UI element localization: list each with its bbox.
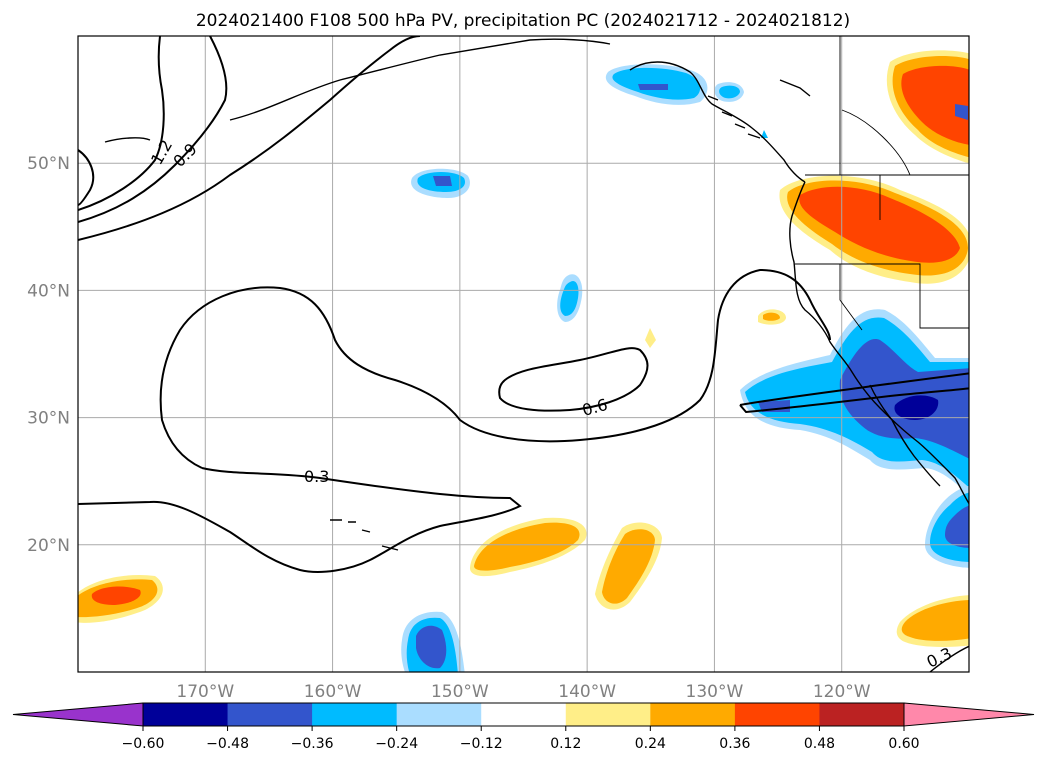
colorbar-tick-label: 0.24 [635, 736, 666, 752]
precip-region-small [763, 312, 780, 321]
precip-region-south [416, 625, 447, 669]
pv-contour-jet [739, 387, 969, 414]
lat-tick-label: 50°N [27, 154, 70, 174]
precip-region-west [91, 586, 141, 605]
pv-contours [78, 36, 969, 672]
pv-contour-jet [739, 372, 969, 406]
pv-contour-1.2 [78, 36, 228, 223]
colorbar-frame [142, 702, 905, 727]
colorbar-tick-label: 0.60 [888, 736, 919, 752]
lat-tick-label: 20°N [27, 536, 70, 556]
precip-region-california [894, 395, 939, 420]
colorbar-tick-label: 0.48 [804, 736, 835, 752]
colorbar-segment [143, 703, 229, 726]
precip-region-central-pacific [433, 176, 452, 186]
precip-region-bc [901, 65, 969, 145]
precip-region-alaska [761, 130, 768, 138]
precip-region-bc [955, 104, 968, 120]
precip-region-alaska [719, 85, 740, 99]
colorbar-segment [734, 703, 820, 726]
colorbar-tick-label: 0.36 [719, 736, 750, 752]
precip-region-se [901, 600, 969, 641]
colorbar-segment [565, 703, 651, 726]
lon-tick-label: 140°W [558, 682, 616, 702]
colorbar-extend-low [12, 702, 144, 727]
pv-contour-1.2 [78, 149, 95, 206]
precip-region-sliver [560, 280, 579, 316]
pv-contour-1.2 [78, 36, 165, 211]
colorbar-segment [650, 703, 736, 726]
precip-region-subtropical [474, 522, 580, 571]
colorbar: −0.60 −0.48 −0.36 −0.24 −0.12 0.12 0.24 0.36 0.4… [12, 702, 1035, 752]
colorbar-segment [396, 703, 482, 726]
precip-region-mexico [945, 505, 969, 548]
map-frame [77, 35, 970, 673]
precip-region-subtropical [602, 529, 655, 604]
graticule [78, 36, 969, 672]
lon-tick-label: 170°W [176, 682, 234, 702]
colorbar-segment [819, 703, 905, 726]
coastlines [104, 38, 969, 551]
state-borders [795, 36, 969, 331]
colorbar-tick-label: −0.12 [460, 736, 503, 752]
lon-tick-label: 150°W [431, 682, 489, 702]
lat-tick-label: 30°N [27, 409, 70, 429]
latitude-tick-labels: 20°N 30°N 40°N 50°N [27, 154, 70, 556]
precip-region-alaska [612, 67, 701, 100]
colorbar-segment [481, 703, 567, 726]
lon-tick-label: 120°W [813, 682, 871, 702]
colorbar-tick-label: −0.60 [122, 736, 165, 752]
colorbar-extend-high [903, 702, 1035, 727]
lon-tick-label: 160°W [304, 682, 362, 702]
precip-region-pnw [799, 186, 960, 263]
colorbar-tick-label: −0.24 [375, 736, 418, 752]
colorbar-segment [312, 703, 398, 726]
precip-region-small [645, 328, 656, 348]
precip-shading [78, 50, 969, 672]
pv-contour-0.9 [78, 36, 421, 241]
colorbar-tick-label: −0.48 [206, 736, 249, 752]
pv-contour-0.3 [78, 467, 522, 573]
pv-contour-0.3 [159, 268, 831, 469]
colorbar-tick-label: 0.12 [550, 736, 581, 752]
precip-region-alaska [638, 84, 668, 90]
pv-contour-label: 0.3 [304, 467, 329, 486]
colorbar-tick-label: −0.36 [291, 736, 334, 752]
lon-tick-label: 130°W [686, 682, 744, 702]
map-area: 1.2 0.9 0.6 0.3 0.3 [78, 36, 969, 672]
pv-contour-0.6 [498, 347, 649, 412]
chart-title: 2024021400 F108 500 hPa PV, precipitatio… [196, 11, 850, 31]
longitude-tick-labels: 170°W 160°W 150°W 140°W 130°W 120°W [176, 682, 870, 702]
colorbar-segment [227, 703, 313, 726]
lat-tick-label: 40°N [27, 281, 70, 301]
